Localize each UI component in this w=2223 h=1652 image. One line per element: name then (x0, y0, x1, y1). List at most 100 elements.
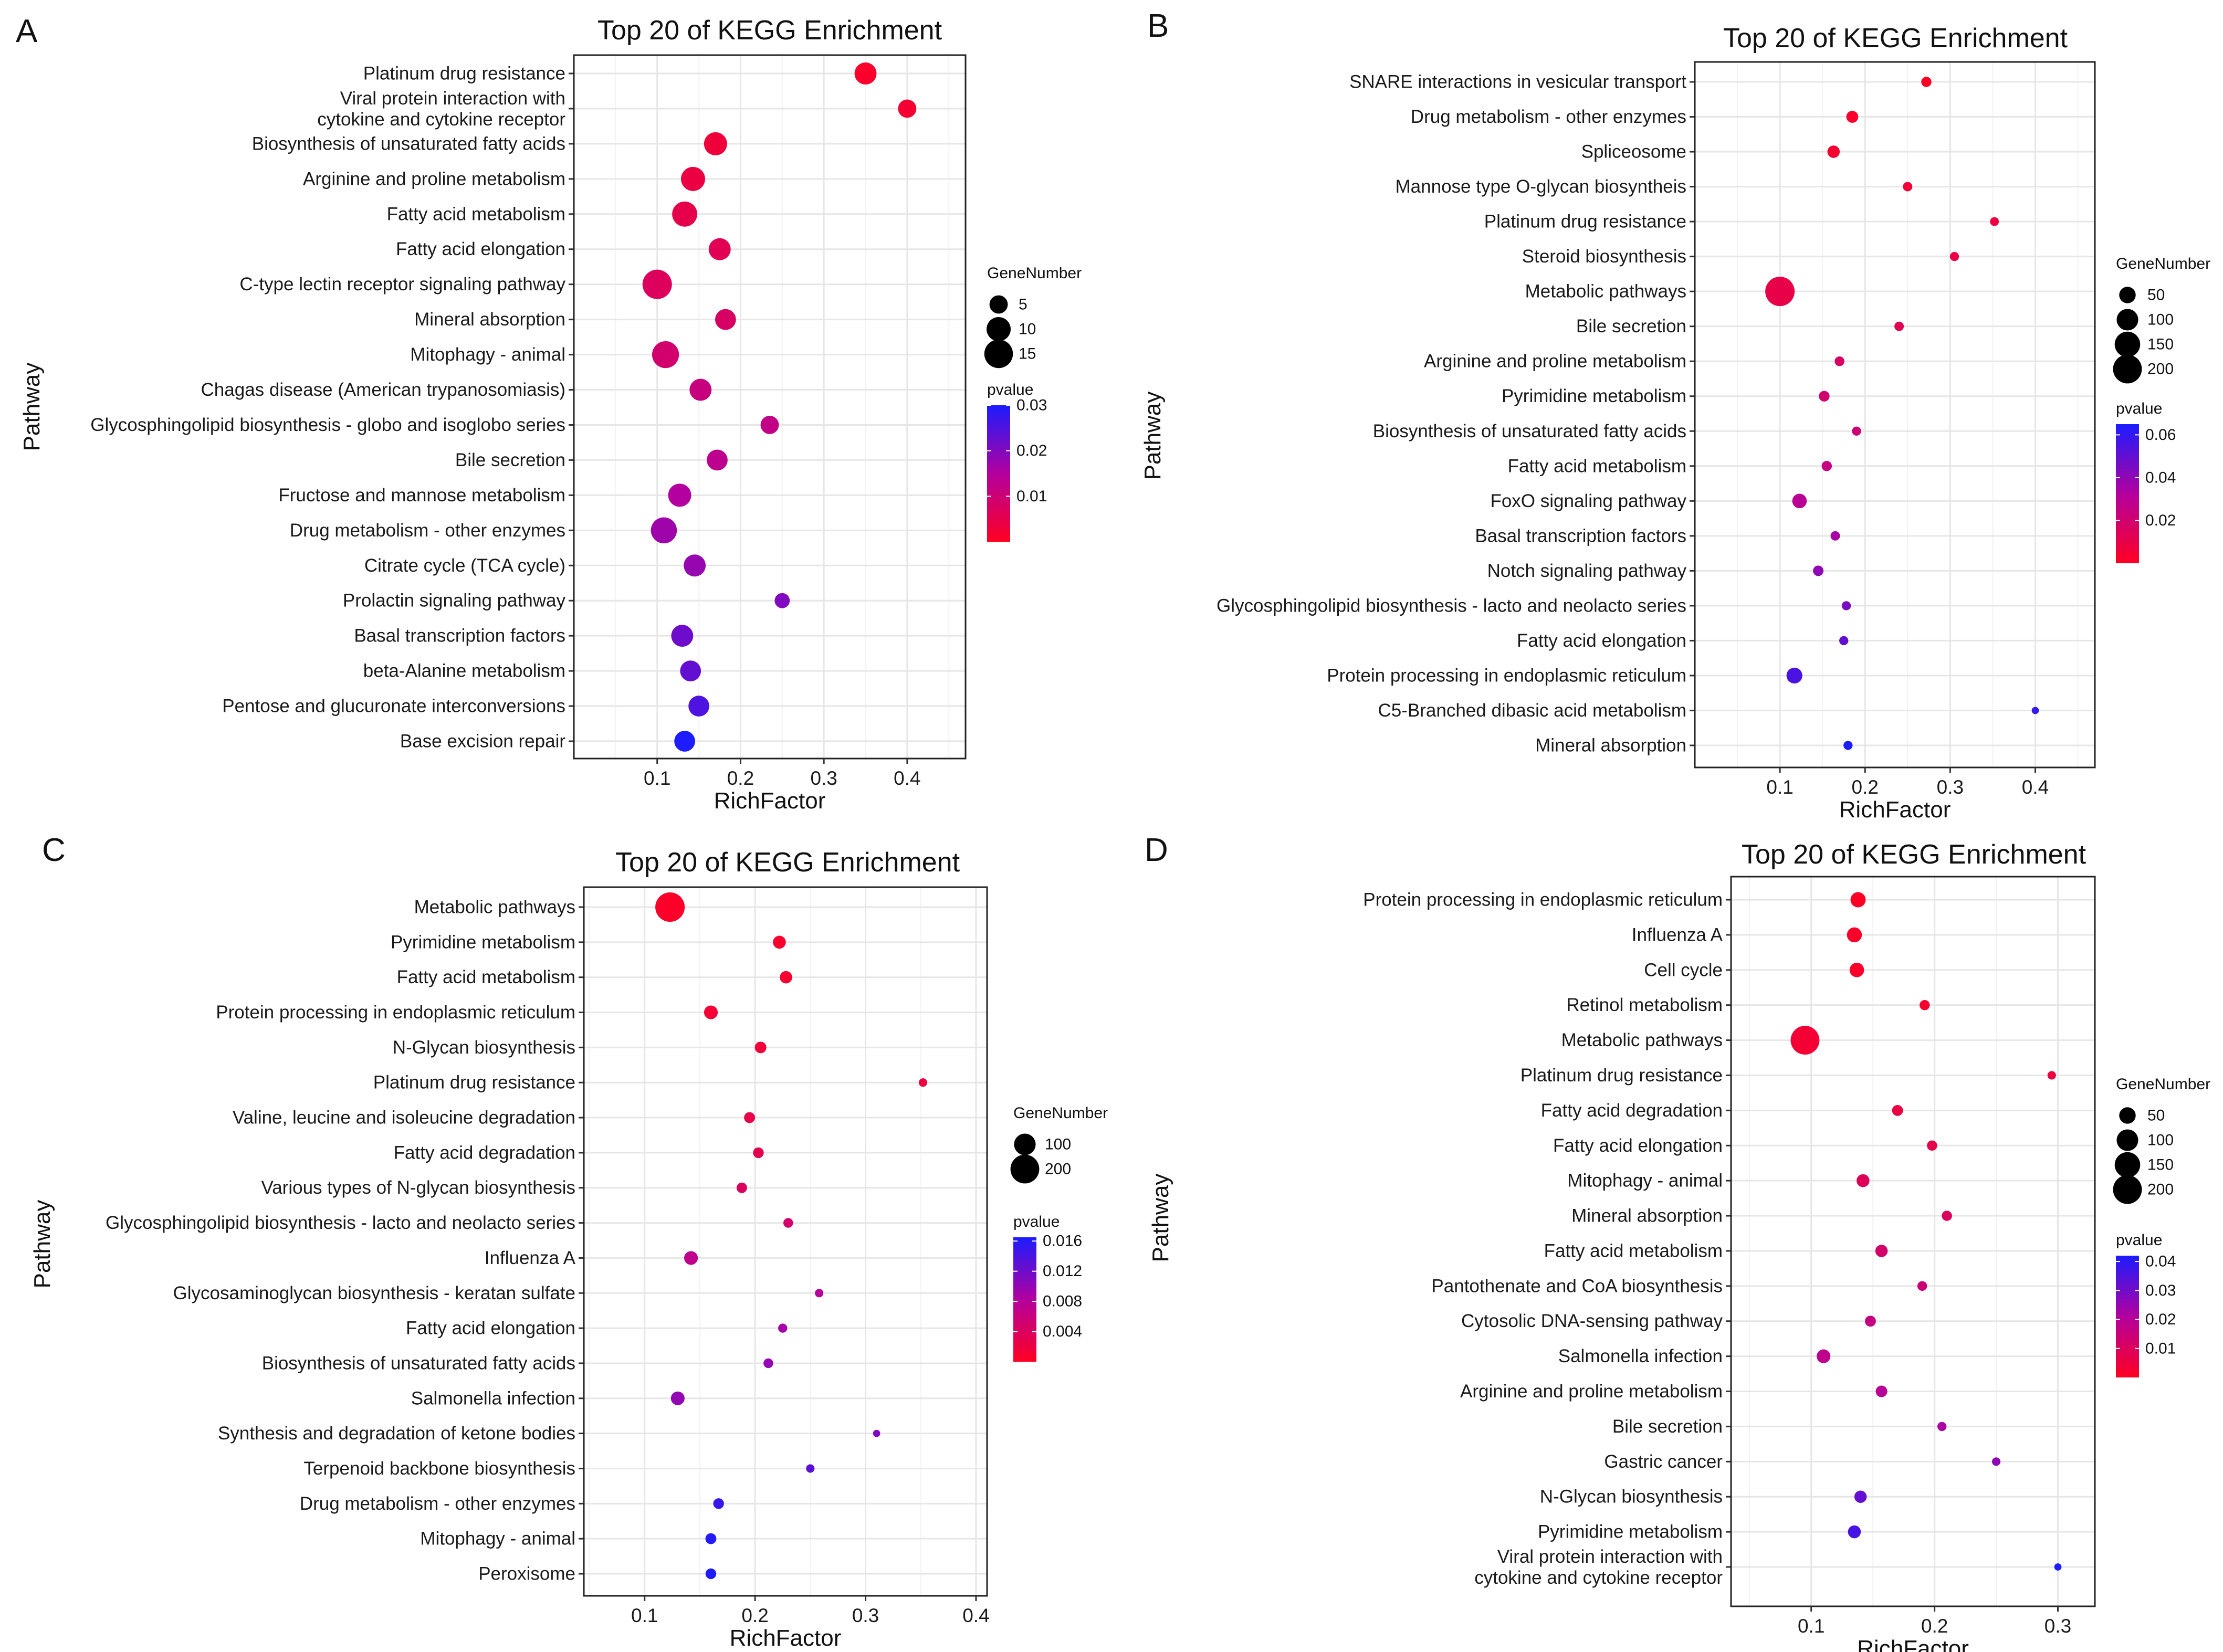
data-point (1942, 1211, 1952, 1221)
data-point (674, 731, 695, 752)
y-tick-label: Bile secretion (455, 450, 565, 470)
y-tick-label: Peroxisome (478, 1564, 575, 1584)
plot-border (573, 54, 967, 760)
x-tick-label: 0.3 (810, 767, 837, 789)
y-tick-label: Fatty acid degradation (394, 1142, 575, 1163)
y-tick-label: SNARE interactions in vesicular transpor… (1349, 72, 1686, 92)
data-point (1765, 277, 1795, 307)
data-point (1834, 356, 1844, 366)
data-point (783, 1218, 793, 1228)
y-tick-label: Salmonella infection (411, 1388, 575, 1408)
color-legend-title: pvalue (987, 381, 1033, 398)
y-tick-label: Retinol metabolism (1566, 995, 1723, 1015)
data-point (705, 1533, 717, 1544)
x-tick-label: 0.3 (1937, 776, 1964, 798)
color-bar-label: 0.016 (1043, 1233, 1082, 1250)
data-point (778, 1323, 788, 1333)
data-point (708, 238, 731, 260)
data-point (774, 593, 790, 608)
size-legend-label: 10 (1019, 321, 1036, 338)
data-point (1849, 962, 1864, 977)
size-legend-label: 200 (2147, 1181, 2174, 1198)
y-tick-label: Protein processing in endoplasmic reticu… (1327, 665, 1686, 686)
data-point (1830, 531, 1840, 541)
y-tick-label: N-Glycan biosynthesis (1540, 1487, 1723, 1507)
data-point (1875, 1385, 1888, 1397)
size-legend-key (1014, 1133, 1036, 1155)
data-point (705, 1568, 717, 1580)
data-point (652, 341, 679, 369)
data-point (1839, 636, 1849, 646)
chart-title: Top 20 of KEGG Enrichment (1742, 839, 2086, 870)
data-point (806, 1464, 815, 1473)
data-point (753, 1147, 764, 1159)
data-point (684, 554, 706, 577)
data-point (744, 1112, 756, 1123)
data-point (680, 660, 701, 681)
size-legend-label: 200 (2147, 361, 2174, 378)
panel-label: D (1145, 832, 1168, 868)
data-point (689, 378, 712, 401)
y-tick-label: Valine, leucine and isoleucine degradati… (233, 1108, 575, 1128)
y-tick-label: Glycosaminoglycan biosynthesis - keratan… (173, 1283, 575, 1303)
y-tick-label: Bile secretion (1612, 1416, 1723, 1437)
y-tick-label: Mitophagy - animal (1567, 1171, 1723, 1191)
y-tick-label: Biosynthesis of unsaturated fatty acids (252, 133, 565, 154)
y-tick-label: Basal transcription factors (354, 626, 565, 646)
y-tick-label: Synthesis and degradation of ketone bodi… (218, 1423, 575, 1444)
color-bar-label: 0.02 (2145, 1311, 2176, 1328)
data-point (684, 1251, 698, 1265)
y-tick-label: Biosynthesis of unsaturated fatty acids (262, 1353, 575, 1373)
data-point (670, 1391, 685, 1405)
y-tick-label: Steroid biosynthesis (1522, 246, 1686, 267)
size-legend-title: GeneNumber (987, 265, 1082, 282)
x-tick-label: 0.4 (2022, 776, 2049, 798)
y-tick-label: Citrate cycle (TCA cycle) (364, 555, 565, 576)
color-bar-label: 0.012 (1043, 1262, 1082, 1280)
data-point (1920, 999, 1930, 1011)
y-tick-label: Fatty acid elongation (406, 1318, 575, 1339)
data-point (704, 1005, 718, 1019)
size-legend-key (2116, 1129, 2138, 1151)
y-tick-label: Drug metabolism - other enzymes (1411, 107, 1686, 127)
size-legend-key (2113, 1175, 2142, 1204)
data-point (815, 1289, 824, 1298)
chart-title: Top 20 of KEGG Enrichment (1723, 23, 2068, 54)
x-tick-label: 0.2 (1852, 776, 1879, 798)
data-point (2031, 707, 2039, 714)
size-legend-key (2119, 287, 2136, 303)
data-point (1846, 111, 1859, 123)
y-tick-label: Mineral absorption (1535, 735, 1686, 756)
y-tick-label: Biosynthesis of unsaturated fatty acids (1373, 421, 1686, 441)
color-bar (2116, 1256, 2139, 1377)
data-point (713, 1498, 724, 1509)
y-tick-label: Fatty acid degradation (1541, 1100, 1723, 1121)
data-point (1786, 667, 1802, 684)
y-axis-label: Pathway (29, 1200, 55, 1289)
data-point (1848, 1525, 1861, 1539)
y-tick-label: Fatty acid elongation (1517, 630, 1686, 651)
size-legend-label: 15 (1019, 345, 1036, 363)
data-point (688, 696, 709, 717)
data-point (780, 971, 792, 984)
panel-b: B Top 20 of KEGG Enrichment SNARE interact… (1140, 8, 2210, 823)
y-tick-label: beta-Alanine metabolism (363, 661, 565, 681)
y-tick-label: Prolactin signaling pathway (343, 591, 566, 611)
y-tick-label: N-Glycan biosynthesis (393, 1037, 575, 1058)
data-point (760, 416, 779, 434)
y-tick-label: Terpenoid backbone biosynthesis (303, 1458, 575, 1479)
x-tick-label: 0.4 (962, 1605, 989, 1626)
data-point (1813, 565, 1824, 576)
x-tick-label: 0.1 (631, 1605, 658, 1626)
y-tick-label: Cytosolic DNA-sensing pathway (1461, 1311, 1723, 1331)
y-tick-label: Cell cycle (1644, 960, 1723, 980)
y-tick-label: Salmonella infection (1558, 1346, 1723, 1366)
data-point (898, 99, 917, 118)
data-point (1927, 1140, 1937, 1151)
y-tick-label: Pyrimidine metabolism (1538, 1522, 1723, 1542)
y-tick-label: Arginine and proline metabolism (303, 169, 565, 189)
y-tick-label: Pentose and glucuronate interconversions (222, 696, 565, 717)
y-tick-label: Arginine and proline metabolism (1460, 1381, 1723, 1402)
color-legend-title: pvalue (2116, 1232, 2162, 1249)
